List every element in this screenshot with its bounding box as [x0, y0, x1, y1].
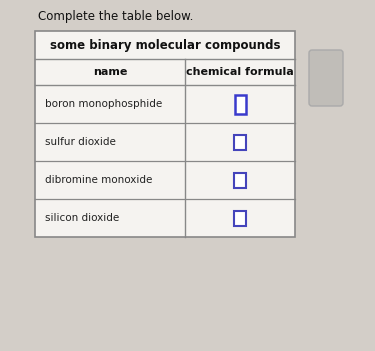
Bar — [35, 31, 295, 237]
Text: Complete the table below.: Complete the table below. — [38, 10, 194, 23]
Text: chemical formula: chemical formula — [186, 67, 294, 77]
Bar — [234, 134, 246, 150]
Text: silicon dioxide: silicon dioxide — [45, 213, 119, 223]
FancyBboxPatch shape — [309, 50, 343, 106]
Text: some binary molecular compounds: some binary molecular compounds — [50, 39, 280, 52]
Bar — [234, 94, 246, 113]
Text: name: name — [93, 67, 127, 77]
Text: boron monophosphide: boron monophosphide — [45, 99, 162, 109]
Bar — [234, 172, 246, 187]
Bar — [234, 211, 246, 225]
Text: sulfur dioxide: sulfur dioxide — [45, 137, 116, 147]
Text: dibromine monoxide: dibromine monoxide — [45, 175, 152, 185]
